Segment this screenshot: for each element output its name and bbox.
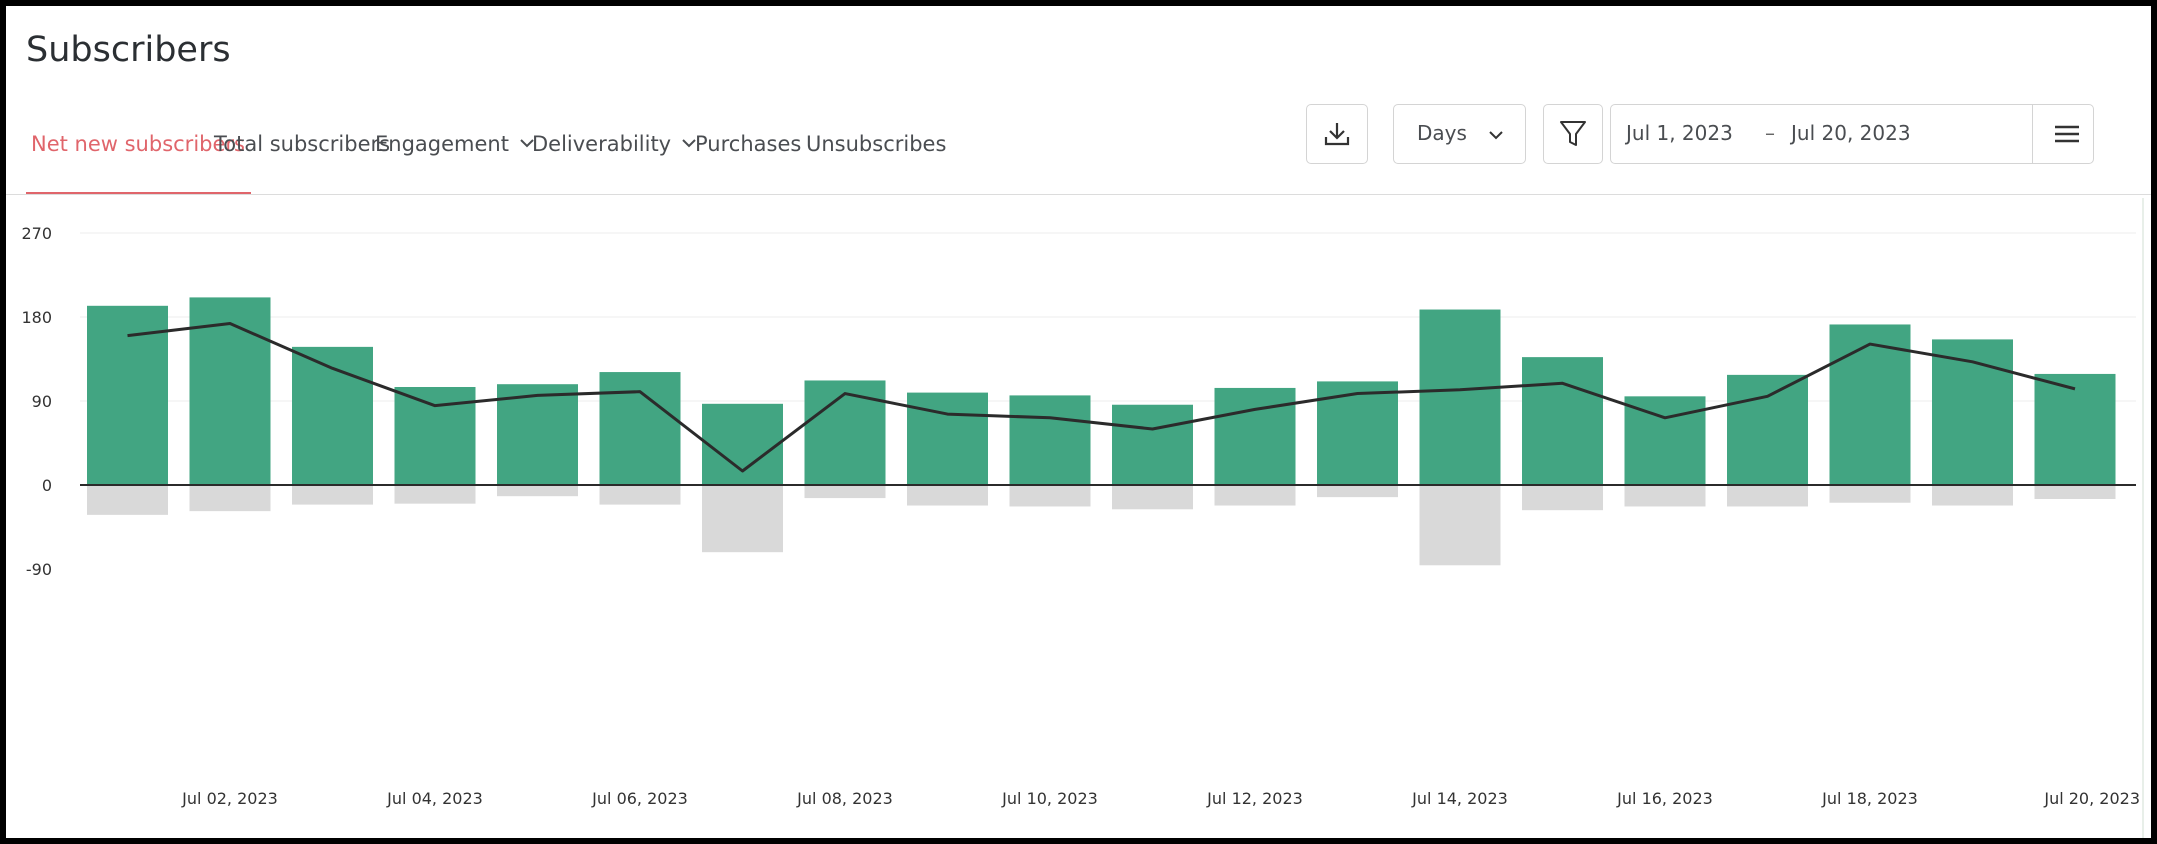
bar-new-subscribers xyxy=(804,380,886,485)
bar-unsubscribed xyxy=(394,485,476,504)
filter-button[interactable] xyxy=(1543,104,1603,164)
tab-deliverability-label: Deliverability xyxy=(532,132,672,156)
bar-new-subscribers xyxy=(1932,339,2013,485)
chart-edge xyxy=(2142,198,2144,838)
bar-new-subscribers xyxy=(189,297,271,485)
bar-unsubscribed xyxy=(1112,485,1193,510)
x-tick-label: Jul 18, 2023 xyxy=(1821,789,1918,808)
date-to: Jul 20, 2023 xyxy=(1791,121,1911,145)
bar-new-subscribers xyxy=(702,403,783,485)
date-range-picker[interactable]: Jul 1, 2023 – Jul 20, 2023 xyxy=(1610,104,2094,164)
x-tick-label: Jul 10, 2023 xyxy=(1001,789,1098,808)
bar-new-subscribers xyxy=(1522,357,1603,485)
bar-unsubscribed xyxy=(1624,485,1706,507)
bar-new-subscribers xyxy=(1419,309,1501,485)
bar-new-subscribers xyxy=(1727,374,1808,485)
bar-new-subscribers xyxy=(907,392,988,485)
granularity-value: Days xyxy=(1417,121,1467,145)
filter-icon xyxy=(1560,121,1586,146)
y-tick-label: 0 xyxy=(42,476,52,495)
page-title: Subscribers xyxy=(26,30,231,70)
bar-unsubscribed xyxy=(1317,485,1398,498)
bar-unsubscribed xyxy=(1727,485,1808,507)
download-icon xyxy=(1324,123,1350,146)
bar-new-subscribers xyxy=(497,384,578,485)
x-tick-label: Jul 16, 2023 xyxy=(1616,789,1713,808)
tab-purchases[interactable]: Purchases xyxy=(695,132,802,156)
x-tick-label: Jul 14, 2023 xyxy=(1411,789,1508,808)
tab-total-subscribers[interactable]: Total subscribers xyxy=(214,132,391,156)
chevron-down-icon xyxy=(520,139,534,148)
bar-unsubscribed xyxy=(497,485,578,497)
x-tick-label: Jul 08, 2023 xyxy=(796,789,893,808)
bar-unsubscribed xyxy=(1522,485,1603,511)
bar-unsubscribed xyxy=(1419,485,1501,566)
x-tick-label: Jul 12, 2023 xyxy=(1206,789,1303,808)
bar-new-subscribers xyxy=(1829,324,1911,485)
bar-unsubscribed xyxy=(804,485,886,499)
x-tick-label: Jul 06, 2023 xyxy=(591,789,688,808)
report-tabs: Net new subscribers Total subscribers En… xyxy=(6,104,1286,196)
y-tick-label: 90 xyxy=(32,392,52,411)
date-separator: – xyxy=(1765,121,1775,145)
header-divider xyxy=(6,194,2151,195)
bar-new-subscribers xyxy=(2034,373,2116,485)
y-tick-label: 180 xyxy=(21,308,52,327)
tab-net-new-subscribers[interactable]: Net new subscribers xyxy=(31,132,245,156)
bar-new-subscribers xyxy=(599,372,681,485)
bar-unsubscribed xyxy=(1009,485,1091,507)
x-tick-label: Jul 04, 2023 xyxy=(386,789,483,808)
y-tick-label: 270 xyxy=(21,224,52,243)
tab-unsubscribes[interactable]: Unsubscribes xyxy=(806,132,947,156)
x-tick-label: Jul 20, 2023 xyxy=(2043,789,2140,808)
net-new-subscribers-chart: 270 180 90 0 -90 Jul 02, 2023 Jul 04, 2023 Jul … xyxy=(21,224,2140,808)
bar-unsubscribed xyxy=(599,485,681,505)
bar-unsubscribed xyxy=(907,485,988,506)
subscribers-panel: Subscribers Net new subscribers Total su… xyxy=(6,6,2151,838)
bar-unsubscribed xyxy=(1214,485,1296,506)
bar-unsubscribed xyxy=(2034,485,2116,499)
series-line xyxy=(127,322,2076,473)
tab-engagement[interactable]: Engagement xyxy=(375,132,535,156)
bar-new-subscribers xyxy=(1009,395,1091,485)
tab-deliverability[interactable]: Deliverability xyxy=(532,132,697,156)
granularity-select[interactable]: Days xyxy=(1393,104,1526,164)
bar-unsubscribed xyxy=(1932,485,2013,506)
x-tick-label: Jul 02, 2023 xyxy=(181,789,278,808)
hamburger-icon[interactable] xyxy=(2054,124,2080,144)
bar-new-subscribers xyxy=(1112,404,1193,485)
download-button[interactable] xyxy=(1306,104,1368,164)
chevron-down-icon xyxy=(1489,131,1503,140)
tab-engagement-label: Engagement xyxy=(375,132,509,156)
chevron-down-icon xyxy=(682,139,696,148)
date-from: Jul 1, 2023 xyxy=(1626,121,1733,145)
bar-unsubscribed xyxy=(702,485,783,553)
y-tick-label: -90 xyxy=(26,560,52,579)
bar-new-subscribers xyxy=(1214,387,1296,485)
menu-divider xyxy=(2032,105,2033,163)
bar-unsubscribed xyxy=(1829,485,1911,503)
bar-unsubscribed xyxy=(292,485,373,505)
active-tab-indicator xyxy=(26,192,251,194)
bar-unsubscribed xyxy=(189,485,271,512)
bar-unsubscribed xyxy=(87,485,168,515)
